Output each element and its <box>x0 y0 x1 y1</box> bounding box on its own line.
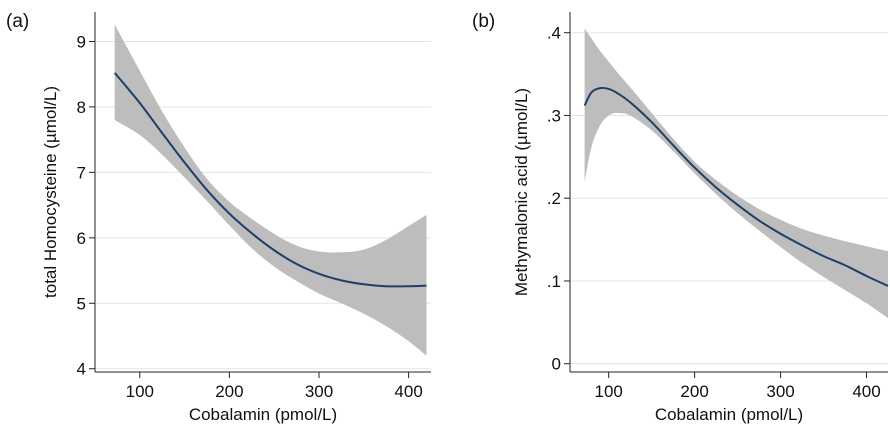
fit-line <box>113 72 427 288</box>
y-tick-label: 9 <box>77 32 86 51</box>
y-tick-label: 5 <box>77 294 86 313</box>
panel-label: (a) <box>6 11 29 32</box>
fit-line <box>583 86 889 287</box>
y-tick-label: 0 <box>552 355 561 374</box>
y-axis-label: total Homocysteine (µmol/L) <box>41 86 60 298</box>
x-tick-label: 400 <box>852 382 880 401</box>
y-tick-label: .3 <box>547 106 561 125</box>
chart-panel-b: 0 .1 .2 .3 .4 100 200 300 400 Cobalamin (pmol/L) M… <box>472 11 889 424</box>
y-axis-label: Methymalonic acid (µmol/L) <box>512 88 531 296</box>
x-axis-label: Cobalamin (pmol/L) <box>655 405 803 424</box>
x-tick-label: 100 <box>126 382 154 401</box>
x-axis-label: Cobalamin (pmol/L) <box>189 405 337 424</box>
y-tick-label: 8 <box>77 98 86 117</box>
y-tick-label: .4 <box>547 24 561 43</box>
panel-label: (b) <box>472 11 495 32</box>
confidence-band <box>584 28 888 319</box>
confidence-band <box>114 24 427 356</box>
y-tick-label: 6 <box>77 229 86 248</box>
x-tick-label: 300 <box>766 382 794 401</box>
y-tick-label: .2 <box>547 189 561 208</box>
x-tick-label: 100 <box>594 382 622 401</box>
x-tick-label: 200 <box>215 382 243 401</box>
y-tick-label: .1 <box>547 272 561 291</box>
y-tick-label: 7 <box>77 163 86 182</box>
chart-panel-a: 4 5 6 7 8 9 100 200 300 400 Cobalamin (pmol/L) tota… <box>6 11 431 424</box>
y-tick-label: 4 <box>77 360 86 379</box>
x-tick-label: 200 <box>680 382 708 401</box>
x-tick-label: 300 <box>305 382 333 401</box>
x-tick-label: 400 <box>394 382 422 401</box>
